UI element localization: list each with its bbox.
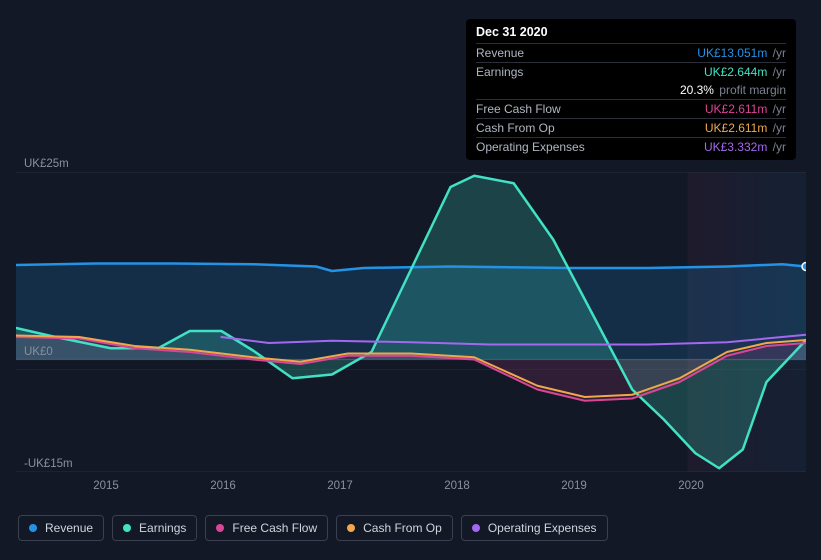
legend-dot-icon [472,524,480,532]
legend-label: Cash From Op [363,521,442,535]
y-tick-label: UK£25m [24,158,69,170]
tooltip-row-value: UK£13.051m /yr [697,46,786,60]
tooltip-row-label: Cash From Op [476,121,705,135]
x-tick-label: 2020 [678,480,704,492]
legend-dot-icon [347,524,355,532]
legend-label: Operating Expenses [488,521,597,535]
tooltip-row-label: Free Cash Flow [476,102,705,116]
tooltip-row: EarningsUK£2.644m /yr [476,62,786,81]
x-tick-label: 2019 [561,480,587,492]
tooltip-date: Dec 31 2020 [476,25,786,39]
tooltip-row: RevenueUK£13.051m /yr [476,43,786,62]
legend-item-earnings[interactable]: Earnings [112,515,197,541]
tooltip-row-value: UK£2.611m /yr [705,121,786,135]
tooltip-row-value: UK£2.644m /yr [704,65,786,79]
x-tick-label: 2016 [210,480,236,492]
chart-tooltip: Dec 31 2020 RevenueUK£13.051m /yrEarning… [466,19,796,160]
x-axis-labels: 2015 2016 2017 2018 2019 2020 [16,480,806,496]
tooltip-row-label [476,83,680,97]
legend-item-free-cash-flow[interactable]: Free Cash Flow [205,515,328,541]
legend-dot-icon [123,524,131,532]
legend-item-cash-from-op[interactable]: Cash From Op [336,515,453,541]
x-tick-label: 2015 [93,480,119,492]
legend-label: Revenue [45,521,93,535]
legend-label: Free Cash Flow [232,521,317,535]
tooltip-row-label: Revenue [476,46,697,60]
y-tick-label: -UK£15m [24,458,73,470]
legend-item-operating-expenses[interactable]: Operating Expenses [461,515,608,541]
financials-chart [16,172,806,472]
legend-label: Earnings [139,521,186,535]
y-tick-label: UK£0 [24,346,53,358]
x-tick-label: 2018 [444,480,470,492]
legend-item-revenue[interactable]: Revenue [18,515,104,541]
tooltip-row: Free Cash FlowUK£2.611m /yr [476,99,786,118]
legend: Revenue Earnings Free Cash Flow Cash From O… [18,515,608,541]
x-tick-label: 2017 [327,480,353,492]
tooltip-row-label: Operating Expenses [476,140,704,154]
tooltip-row-value: UK£2.611m /yr [705,102,786,116]
legend-dot-icon [216,524,224,532]
tooltip-row: Operating ExpensesUK£3.332m /yr [476,137,786,156]
tooltip-row: Cash From OpUK£2.611m /yr [476,118,786,137]
tooltip-row: 20.3% profit margin [476,81,786,99]
tooltip-row-label: Earnings [476,65,704,79]
legend-dot-icon [29,524,37,532]
tooltip-row-value: UK£3.332m /yr [704,140,786,154]
tooltip-row-value: 20.3% profit margin [680,83,786,97]
